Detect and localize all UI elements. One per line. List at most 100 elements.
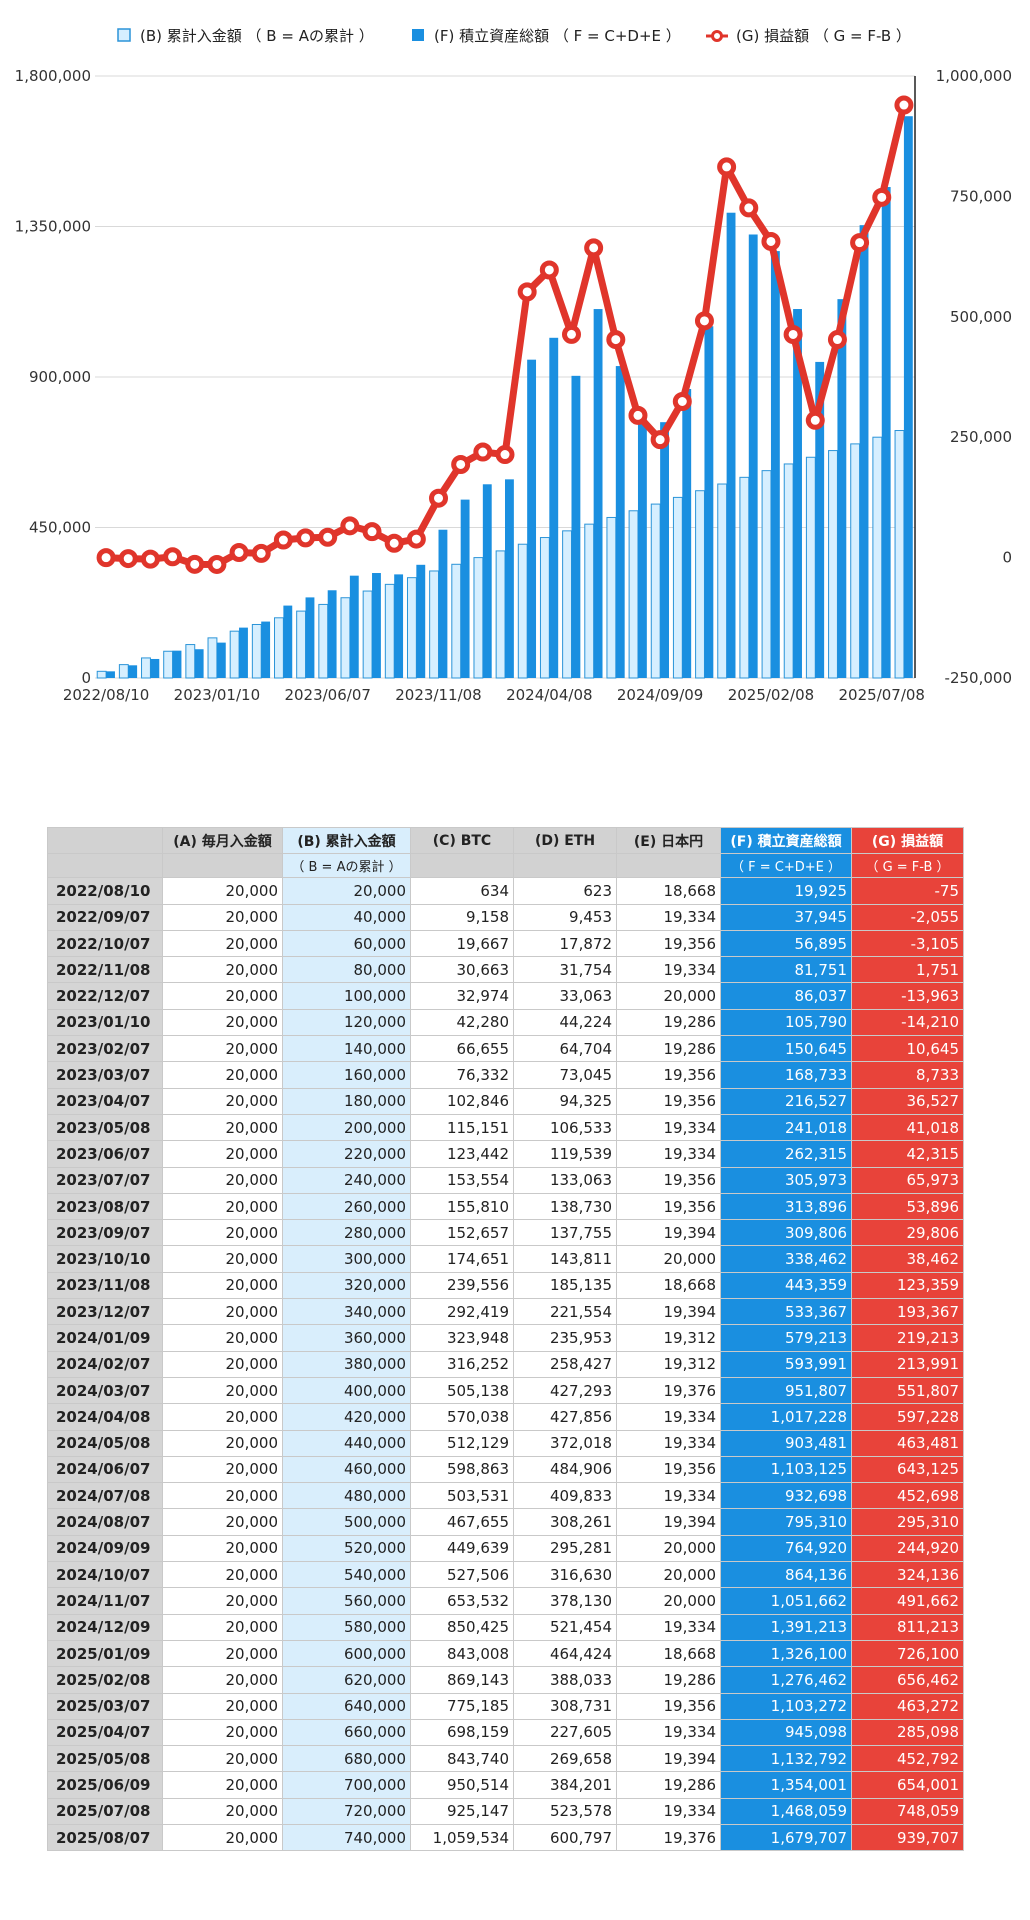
- cell-profit-loss: 939,707: [851, 1823, 964, 1852]
- cell-total-assets: 932,698: [720, 1482, 852, 1510]
- cell-total-assets: 56,895: [720, 929, 852, 958]
- profit-loss-point: [650, 430, 670, 450]
- profit-loss-point: [539, 260, 559, 280]
- cell-total-assets: 579,213: [720, 1324, 852, 1352]
- bar-total-assets: [172, 650, 182, 678]
- cell-total-assets: 309,806: [720, 1219, 852, 1247]
- table-row: 2023/01/10 20,000 120,000 42,280 44,224 19,28…: [47, 1008, 964, 1037]
- cell-jpy: 19,334: [616, 1403, 721, 1431]
- table-row: 2022/09/07 20,000 40,000 9,158 9,453 19,334 37…: [47, 903, 964, 931]
- cell-total-assets: 241,018: [720, 1113, 852, 1142]
- cell-monthly-deposit: 20,000: [162, 903, 283, 931]
- cell-jpy: 19,356: [616, 1192, 721, 1221]
- bar-total-assets: [216, 642, 226, 678]
- cell-eth: 106,533: [513, 1113, 617, 1142]
- header-cumulative-deposit: (B) 累計入金額: [282, 826, 411, 855]
- subheader-monthly-deposit: [162, 853, 283, 879]
- table-body: 2022/08/10 20,000 20,000 634 623 18,668 19,925…: [47, 877, 964, 1852]
- cell-date: 2023/07/07: [47, 1166, 163, 1194]
- cell-date: 2025/08/07: [47, 1823, 163, 1852]
- cell-btc: 115,151: [410, 1113, 514, 1142]
- profit-loss-point: [872, 187, 892, 207]
- cell-btc: 153,554: [410, 1166, 514, 1194]
- table-row: 2024/10/07 20,000 540,000 527,506 316,630 20,…: [47, 1561, 964, 1589]
- header-eth: (D) ETH: [513, 826, 617, 855]
- cell-date: 2023/12/07: [47, 1298, 163, 1326]
- cell-date: 2024/01/09: [47, 1324, 163, 1352]
- cell-btc: 323,948: [410, 1324, 514, 1352]
- cell-eth: 388,033: [513, 1666, 617, 1694]
- profit-loss-point: [140, 549, 160, 569]
- bar-total-assets: [239, 627, 248, 678]
- cell-profit-loss: 41,018: [851, 1113, 964, 1142]
- cell-date: 2023/03/07: [47, 1061, 163, 1089]
- table-row: 2024/01/09 20,000 360,000 323,948 235,953 19,…: [47, 1324, 964, 1352]
- cell-monthly-deposit: 20,000: [162, 956, 283, 984]
- cell-monthly-deposit: 20,000: [162, 1350, 283, 1378]
- legend-label-cumulative-deposit: (B) 累計入金額 （ B = Aの累計 ）: [140, 27, 374, 45]
- cell-jpy: 19,394: [616, 1745, 721, 1773]
- profit-loss-point: [473, 442, 493, 462]
- table-header-row: (A) 毎月入金額 (B) 累計入金額 (C) BTC (D) ETH (E) …: [47, 826, 964, 855]
- cell-date: 2022/11/08: [47, 956, 163, 984]
- table-row: 2024/05/08 20,000 440,000 512,129 372,018 19,…: [47, 1429, 964, 1457]
- profit-loss-point: [229, 542, 249, 562]
- combo-chart: 0 450,000 900,000 1,350,000 1,800,000 -250,00…: [0, 0, 1030, 760]
- cell-btc: 123,442: [410, 1140, 514, 1168]
- header-btc: (C) BTC: [410, 826, 514, 855]
- cell-date: 2024/11/07: [47, 1587, 163, 1615]
- y-right-tick-label: -250,000: [945, 669, 1012, 687]
- bar-total-assets: [859, 225, 869, 679]
- cell-date: 2024/09/09: [47, 1534, 163, 1563]
- table-row: 2023/06/07 20,000 220,000 123,442 119,539 19,…: [47, 1140, 964, 1168]
- cell-btc: 634: [410, 877, 514, 905]
- profit-loss-point: [628, 405, 648, 425]
- bar-total-assets: [372, 573, 381, 678]
- table-row: 2023/02/07 20,000 140,000 66,655 64,704 19,28…: [47, 1035, 964, 1063]
- cell-cumulative-deposit: 420,000: [282, 1403, 411, 1431]
- cell-monthly-deposit: 20,000: [162, 1455, 283, 1484]
- cell-date: 2024/02/07: [47, 1350, 163, 1378]
- table-subheader-row: （ B = Aの累計 ） （ F = C+D+E ） （ G = F-B ）: [47, 853, 964, 879]
- cell-monthly-deposit: 20,000: [162, 1771, 283, 1799]
- bar-cumulative-deposit: [828, 450, 838, 679]
- cell-profit-loss: 463,481: [851, 1429, 964, 1457]
- cell-eth: 227,605: [513, 1718, 617, 1747]
- legend-label-total-assets: (F) 積立資産総額 （ F = C+D+E ）: [434, 27, 681, 45]
- cell-profit-loss: -14,210: [851, 1008, 964, 1037]
- y-left-tick-label: 450,000: [29, 519, 91, 537]
- bar-cumulative-deposit: [384, 583, 395, 679]
- bar-total-assets: [571, 375, 581, 678]
- cell-date: 2023/09/07: [47, 1219, 163, 1247]
- cell-eth: 484,906: [513, 1455, 617, 1484]
- bar-cumulative-deposit: [495, 550, 506, 679]
- cell-monthly-deposit: 20,000: [162, 1666, 283, 1694]
- bar-total-assets: [637, 412, 647, 678]
- bar-cumulative-deposit: [406, 577, 417, 679]
- table-row: 2022/12/07 20,000 100,000 32,974 33,063 20,00…: [47, 982, 964, 1010]
- cell-eth: 33,063: [513, 982, 617, 1010]
- profit-loss-point: [429, 488, 449, 508]
- table-row: 2025/01/09 20,000 600,000 843,008 464,424 18,…: [47, 1639, 964, 1668]
- cell-monthly-deposit: 20,000: [162, 1035, 283, 1063]
- cell-cumulative-deposit: 660,000: [282, 1718, 411, 1747]
- profit-loss-point: [362, 522, 382, 542]
- profit-loss-point: [406, 529, 426, 549]
- cell-date: 2022/12/07: [47, 982, 163, 1010]
- header-date: [47, 826, 163, 855]
- cell-cumulative-deposit: 260,000: [282, 1192, 411, 1221]
- cell-date: 2025/04/07: [47, 1718, 163, 1747]
- cell-date: 2022/08/10: [47, 877, 163, 905]
- cell-eth: 235,953: [513, 1324, 617, 1352]
- table-row: 2023/05/08 20,000 200,000 115,151 106,533 19,…: [47, 1113, 964, 1142]
- table-row: 2025/05/08 20,000 680,000 843,740 269,658 19,…: [47, 1745, 964, 1773]
- profit-loss-point: [517, 282, 537, 302]
- cell-monthly-deposit: 20,000: [162, 1613, 283, 1641]
- cell-total-assets: 593,991: [720, 1350, 852, 1378]
- cell-date: 2025/07/08: [47, 1797, 163, 1825]
- cell-monthly-deposit: 20,000: [162, 1219, 283, 1247]
- cell-cumulative-deposit: 20,000: [282, 877, 411, 905]
- cell-profit-loss: 654,001: [851, 1771, 964, 1799]
- cell-total-assets: 37,945: [720, 903, 852, 931]
- bar-total-assets: [793, 309, 802, 678]
